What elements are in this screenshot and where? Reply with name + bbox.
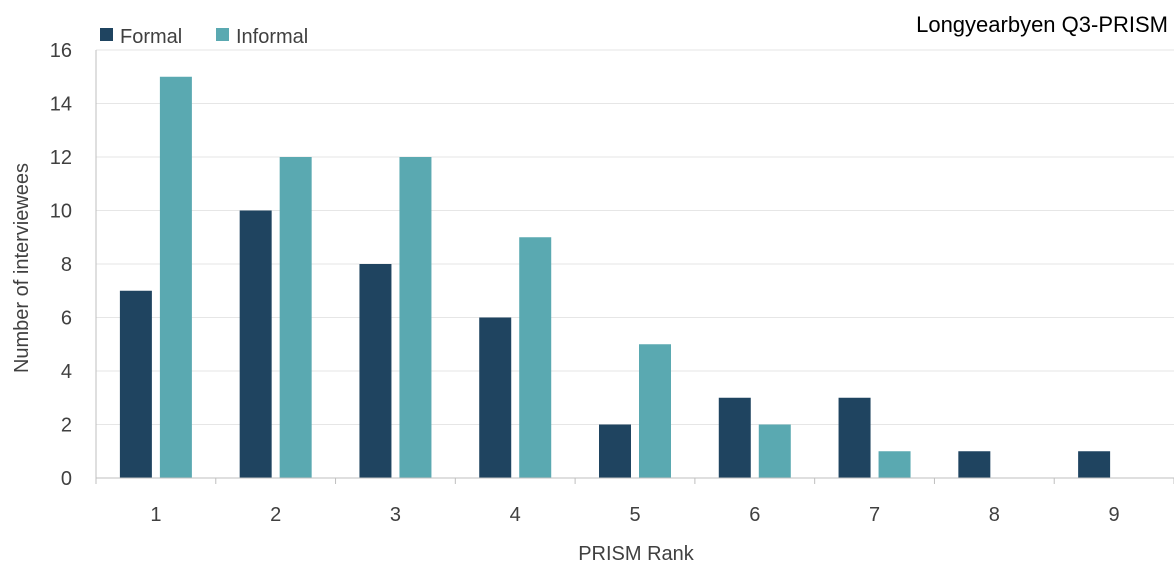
y-tick-label: 6 — [61, 308, 72, 330]
y-tick-label: 14 — [50, 94, 72, 116]
bar-formal-1 — [119, 290, 152, 478]
y-tick-label: 4 — [61, 361, 72, 383]
bar-formal-5 — [599, 424, 631, 478]
x-tick-label: 2 — [270, 504, 281, 526]
axes — [95, 50, 1174, 484]
y-tick-label: 0 — [61, 468, 72, 490]
y-tick-label: 16 — [50, 40, 72, 62]
y-tick-label: 8 — [61, 254, 72, 276]
bar-formal-7 — [838, 397, 871, 478]
x-tick-label: 6 — [749, 504, 760, 526]
x-tick-label: 4 — [510, 504, 521, 526]
bar-informal-4 — [519, 237, 552, 478]
x-tick-label: 5 — [629, 504, 640, 526]
legend: Formal Informal — [100, 26, 308, 48]
bars — [119, 76, 1111, 478]
y-axis-title: Number of interviewees — [11, 163, 33, 373]
legend-swatch-informal — [216, 28, 229, 41]
bar-formal-3 — [359, 264, 392, 478]
legend-swatch-formal — [100, 28, 113, 41]
y-tick-labels: 0 2 4 6 8 10 12 14 16 — [50, 40, 72, 490]
bar-informal-1 — [159, 76, 192, 478]
x-tick-labels: 1 2 3 4 5 6 7 8 9 — [150, 504, 1119, 526]
y-tick-label: 12 — [50, 147, 72, 169]
bar-formal-6 — [718, 397, 751, 478]
bar-informal-6 — [758, 424, 791, 478]
bar-informal-7 — [878, 451, 911, 478]
y-tick-label: 10 — [50, 201, 72, 223]
bar-formal-8 — [958, 451, 991, 478]
y-tick-label: 2 — [61, 415, 72, 437]
bar-informal-5 — [639, 344, 671, 478]
chart-title: Longyearbyen Q3-PRISM — [916, 12, 1168, 37]
bar-formal-2 — [239, 210, 272, 478]
legend-label-formal: Formal — [120, 26, 182, 48]
bar-informal-3 — [399, 157, 432, 478]
bar-formal-9 — [1078, 451, 1111, 478]
x-tick-label: 8 — [989, 504, 1000, 526]
x-tick-label: 1 — [150, 504, 161, 526]
x-tick-label: 3 — [390, 504, 401, 526]
gridlines — [96, 49, 1174, 425]
bar-informal-2 — [279, 157, 312, 478]
x-tick-label: 9 — [1109, 504, 1120, 526]
x-axis-title: PRISM Rank — [578, 543, 695, 565]
x-tick-label: 7 — [869, 504, 880, 526]
bar-formal-4 — [479, 317, 512, 478]
legend-label-informal: Informal — [236, 26, 308, 48]
